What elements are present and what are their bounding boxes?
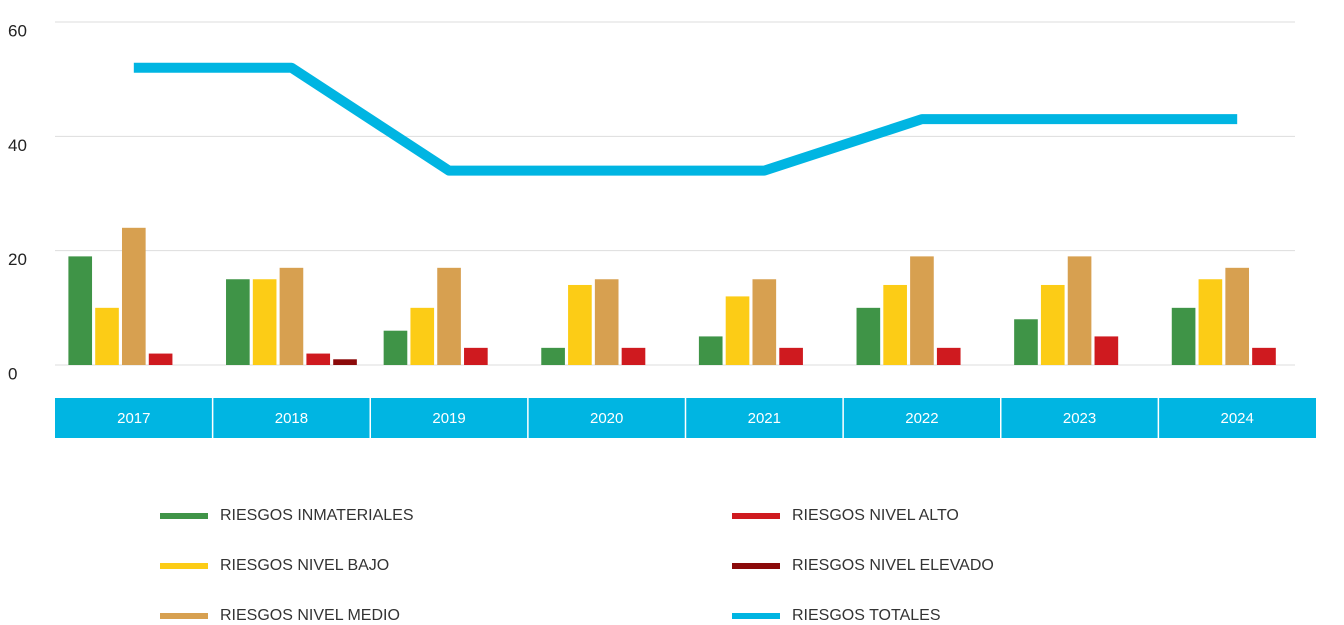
bar (752, 279, 777, 365)
category-band (1158, 398, 1316, 438)
x-tick-label: 2021 (748, 410, 781, 427)
category-band (527, 398, 686, 438)
legend-label: RIESGOS NIVEL ALTO (792, 507, 959, 524)
bar (1252, 347, 1276, 365)
x-tick-label: 2019 (432, 410, 465, 427)
category-band (55, 398, 213, 438)
legend-label: RIESGOS NIVEL BAJO (220, 557, 389, 574)
bar (226, 279, 250, 365)
bar (1014, 319, 1038, 365)
bar (252, 279, 277, 365)
bar (1094, 336, 1119, 365)
category-band (843, 398, 1001, 438)
bar (1225, 267, 1250, 365)
legend-label: RIESGOS TOTALES (792, 607, 941, 624)
bar (333, 359, 357, 365)
bar (910, 256, 934, 365)
bar (541, 347, 565, 365)
bar (279, 267, 304, 365)
bar (437, 267, 461, 365)
bar (936, 347, 961, 365)
legend-label: RIESGOS NIVEL ELEVADO (792, 557, 994, 574)
bar (383, 330, 408, 365)
legend-swatch (160, 613, 208, 619)
bar (121, 227, 146, 365)
bar (1067, 256, 1092, 365)
category-band (212, 398, 371, 438)
bar (464, 347, 488, 365)
x-tick-label: 2022 (905, 410, 938, 427)
bar (95, 307, 119, 365)
y-tick-label: 60 (8, 21, 27, 40)
legend-label: RIESGOS INMATERIALES (220, 507, 414, 524)
y-tick-label: 0 (8, 364, 17, 383)
legend-swatch (732, 563, 780, 569)
bar (410, 307, 435, 365)
bar (621, 347, 646, 365)
bar (698, 336, 723, 365)
bar (68, 256, 93, 365)
bar (594, 279, 619, 365)
bar (725, 296, 750, 365)
legend-swatch (732, 513, 780, 519)
bar (568, 284, 592, 365)
category-band (370, 398, 528, 438)
y-tick-label: 20 (8, 250, 27, 269)
legend-swatch (160, 563, 208, 569)
legend-label: RIESGOS NIVEL MEDIO (220, 607, 400, 624)
bar (779, 347, 803, 365)
x-tick-label: 2017 (117, 410, 150, 427)
bar (306, 353, 331, 365)
bar (1198, 279, 1223, 365)
y-tick-label: 40 (8, 136, 27, 155)
bar (883, 284, 907, 365)
x-tick-label: 2020 (590, 410, 623, 427)
category-band (1000, 398, 1159, 438)
x-tick-label: 2018 (275, 410, 308, 427)
bar (856, 307, 881, 365)
bar (1171, 307, 1196, 365)
line (133, 62, 1238, 176)
category-band (685, 398, 844, 438)
bar (1040, 284, 1065, 365)
x-tick-label: 2023 (1063, 410, 1096, 427)
bar (148, 353, 173, 365)
legend-swatch (732, 613, 780, 619)
x-tick-label: 2024 (1221, 410, 1254, 427)
legend-swatch (160, 513, 208, 519)
